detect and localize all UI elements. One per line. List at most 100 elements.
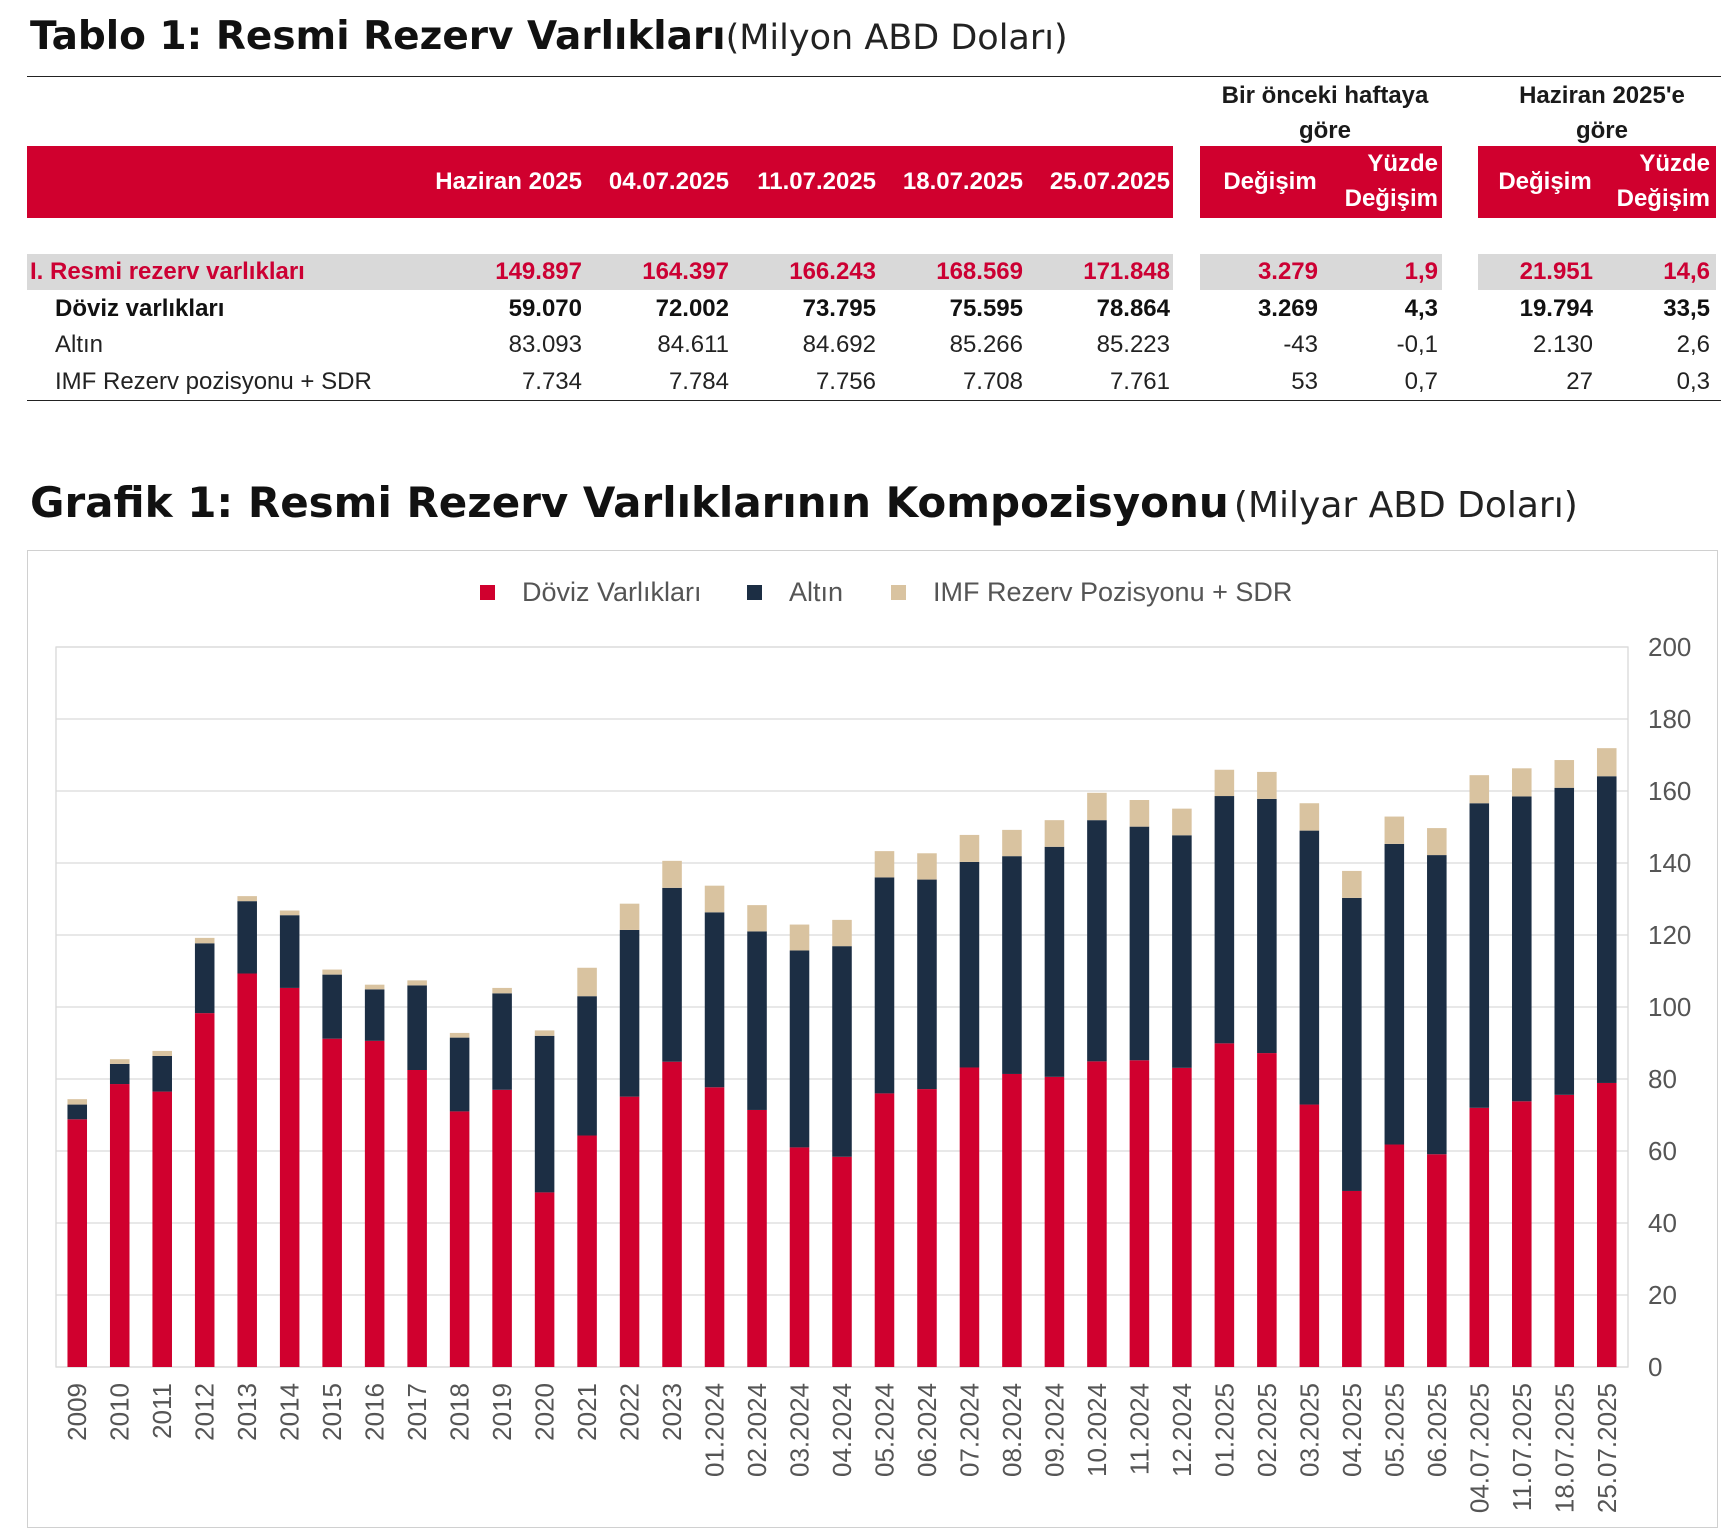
x-tick-label: 05.2025 bbox=[1379, 1383, 1409, 1477]
table-cell: 7.761 bbox=[1109, 368, 1170, 395]
x-tick-label: 06.2025 bbox=[1422, 1383, 1452, 1477]
table-cell-weekly-change: 53 bbox=[1291, 368, 1318, 395]
highlight-row-bg-weekly bbox=[1200, 254, 1442, 290]
x-tick-label: 01.2025 bbox=[1209, 1383, 1239, 1477]
bar-segment bbox=[1299, 830, 1320, 1105]
x-tick-label: 25.07.2025 bbox=[1592, 1383, 1622, 1513]
bar-segment bbox=[1214, 1043, 1235, 1367]
bar-segment bbox=[959, 861, 980, 1068]
table-cell: 171.848 bbox=[1083, 258, 1170, 285]
x-tick-label: 02.2024 bbox=[742, 1383, 772, 1477]
x-tick-label: 10.2024 bbox=[1082, 1383, 1112, 1477]
bar-segment bbox=[1257, 1053, 1277, 1367]
y-tick-label: 180 bbox=[1648, 704, 1691, 734]
table-cell-june-change: 19.794 bbox=[1519, 295, 1593, 322]
x-tick-label: 2013 bbox=[232, 1383, 262, 1441]
bar-segment bbox=[1512, 796, 1532, 1102]
legend-swatch bbox=[747, 585, 762, 600]
x-tick-label: 12.2024 bbox=[1167, 1383, 1197, 1477]
bar-segment bbox=[1129, 1060, 1150, 1367]
col-header-june-change: Değişim bbox=[1498, 168, 1592, 195]
x-tick-label: 2012 bbox=[190, 1383, 220, 1441]
x-tick-label: 2019 bbox=[487, 1383, 517, 1441]
bar-segment bbox=[1596, 776, 1617, 1083]
table-header-bar-main bbox=[27, 146, 1173, 218]
bar-segment bbox=[237, 973, 257, 1367]
stacked-bar-chart: 0 20 40 60 80 100 120 140 160 180 200 2009 2010 2011 2… bbox=[55, 577, 1691, 1513]
x-tick-label: 2016 bbox=[360, 1383, 390, 1441]
bar-segment bbox=[1002, 1073, 1022, 1367]
bar-segment bbox=[194, 1013, 215, 1367]
legend-label: Döviz Varlıkları bbox=[522, 577, 702, 607]
bar-segment bbox=[67, 1119, 88, 1367]
bar-segment bbox=[874, 1093, 895, 1367]
bar-segment bbox=[194, 937, 215, 944]
table-bottom-rule bbox=[27, 400, 1721, 401]
table-cell-weekly-change: -43 bbox=[1283, 331, 1318, 358]
table-cell-weekly-pct: 4,3 bbox=[1404, 295, 1438, 322]
x-tick-label: 04.2024 bbox=[827, 1383, 857, 1477]
x-tick-label: 09.2024 bbox=[1039, 1383, 1069, 1477]
chart-container: 0 20 40 60 80 100 120 140 160 180 200 2009 2010 2011 2… bbox=[27, 550, 1718, 1528]
bar-segment bbox=[237, 901, 257, 974]
bar-segment bbox=[747, 931, 767, 1110]
bar-segment bbox=[534, 1030, 555, 1036]
bar-segment bbox=[1596, 748, 1617, 777]
table-cell-weekly-pct: 0,7 bbox=[1404, 368, 1438, 395]
x-tick-label: 2010 bbox=[105, 1383, 135, 1441]
bar-segment bbox=[1299, 1104, 1320, 1367]
x-tick-label: 2018 bbox=[445, 1383, 475, 1441]
table-title-main: Tablo 1: Resmi Rezerv Varlıkları bbox=[30, 14, 726, 59]
bar-segment bbox=[704, 1087, 725, 1367]
col-header-weekly-change: Değişim bbox=[1223, 168, 1317, 195]
bar-segment bbox=[534, 1192, 555, 1367]
table-header-bar-june bbox=[1478, 146, 1716, 218]
bar-segment bbox=[109, 1059, 130, 1064]
group-header-june: Haziran 2025'e göre bbox=[1482, 78, 1722, 148]
bar-segment bbox=[832, 1156, 852, 1367]
x-tick-label: 04.07.2025 bbox=[1464, 1383, 1494, 1513]
table-cell: 59.070 bbox=[508, 295, 582, 322]
x-tick-label: 08.2024 bbox=[997, 1383, 1027, 1477]
col-header-weekly-pct: Yüzde Değişim bbox=[1320, 146, 1438, 216]
x-tick-label: 2017 bbox=[402, 1383, 432, 1441]
x-tick-label: 2009 bbox=[62, 1383, 92, 1441]
bar-segment bbox=[747, 905, 767, 932]
table-cell-june-pct: 0,3 bbox=[1676, 368, 1710, 395]
bar-segment bbox=[704, 885, 725, 913]
bar-segment bbox=[1554, 787, 1575, 1095]
y-tick-label: 0 bbox=[1648, 1352, 1662, 1382]
x-tick-label: 06.2024 bbox=[912, 1383, 942, 1477]
bar-segment bbox=[1257, 798, 1277, 1054]
bar-segment bbox=[959, 834, 980, 862]
table-header-bar-weekly bbox=[1200, 146, 1442, 218]
y-tick-label: 40 bbox=[1648, 1208, 1677, 1238]
x-tick-label: 2023 bbox=[657, 1383, 687, 1441]
bar-segment bbox=[1512, 768, 1532, 797]
bar-segment bbox=[1172, 1067, 1192, 1367]
x-tick-label: 07.2024 bbox=[954, 1383, 984, 1477]
bar-segment bbox=[492, 987, 512, 994]
y-tick-label: 120 bbox=[1648, 920, 1691, 950]
table-cell: 7.734 bbox=[521, 368, 582, 395]
group-header-weekly-line2: göre bbox=[1298, 117, 1351, 144]
highlight-row-bg-main bbox=[27, 254, 1173, 290]
x-tick-label: 01.2024 bbox=[700, 1383, 730, 1477]
col-header-18-07-2025: 18.07.2025 bbox=[902, 168, 1023, 195]
bar-segment bbox=[449, 1111, 470, 1367]
row-label-imf-sdr: IMF Rezerv pozisyonu + SDR bbox=[55, 368, 372, 395]
table-top-rule bbox=[27, 76, 1721, 77]
bar-segment bbox=[152, 1055, 172, 1092]
col-header-weekly-pct-line1: Yüzde bbox=[1367, 150, 1438, 177]
x-tick-label: 02.2025 bbox=[1252, 1383, 1282, 1477]
table-title-unit: (Milyon ABD Doları) bbox=[725, 18, 1068, 58]
bar-segment bbox=[1087, 792, 1107, 821]
bar-segment bbox=[449, 1032, 470, 1038]
bar-segment bbox=[917, 1089, 937, 1367]
bar-segment bbox=[1299, 803, 1320, 831]
legend-swatch bbox=[891, 585, 906, 600]
chart-title-main: Grafik 1: Resmi Rezerv Varlıklarının Kom… bbox=[30, 478, 1229, 527]
bar-segment bbox=[1427, 1154, 1447, 1367]
table-cell: 78.864 bbox=[1096, 295, 1170, 322]
bar-segment bbox=[619, 1096, 640, 1367]
